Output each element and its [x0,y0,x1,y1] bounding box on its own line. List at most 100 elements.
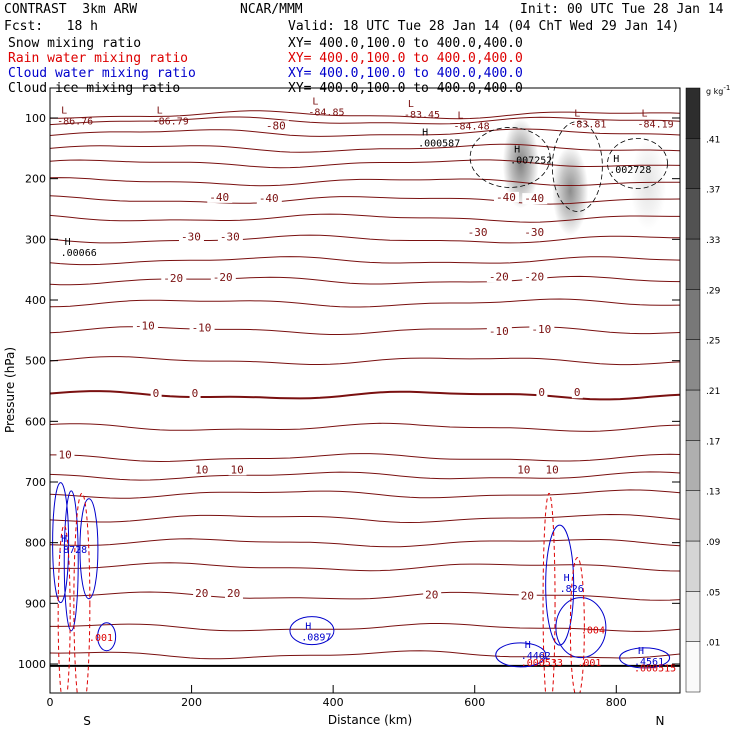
isotherm-label: -20 [524,270,544,283]
plot-frame [49,87,681,694]
colorbar-swatch [685,641,701,693]
colorbar-swatch [685,87,701,139]
isotherm-label-bg [465,227,491,239]
colorbar-swatch [685,238,701,290]
isotherm-label-bg [217,231,243,243]
isotherm-label-bg [571,387,583,399]
isotherm-line [50,513,680,524]
field-cloudwater-name: Cloud water mixing ratio [8,66,196,81]
isotherm-label: 20 [521,589,534,602]
snow-shade [630,139,667,230]
colorbar-label: .17 [706,437,720,447]
isotherm-label: -10 [531,323,551,336]
isotherm-line [50,562,680,572]
isotherm-label-bg [161,273,187,285]
isotherm-line [50,234,680,244]
x-tick-label: 200 [181,696,202,709]
isotherm-label: -80 [266,119,286,132]
init-time: Init: 00 UTC Tue 28 Jan 14 [520,2,724,17]
field-snow-name: Snow mixing ratio [8,36,142,51]
isotherm-line [50,591,680,601]
isotherm-label-bg [493,191,519,203]
colorbar-label: .01 [706,639,720,649]
y-tick-label: 1000 [18,658,46,671]
x-tick-label: 800 [606,696,627,709]
field-rain-name: Rain water mixing ratio [8,51,189,66]
isotherm-label-bg [423,589,442,601]
field-snow-xy: XY= 400.0,100.0 to 400.0,400.0 [288,36,523,51]
isotherm-label: -40 [259,192,279,205]
colorbar-label: .29 [706,286,721,296]
extremum-value: -86.76 [57,116,93,127]
colorbar-swatch [685,440,701,491]
isotherm-label: -40 [496,191,516,204]
y-tick-label: 800 [25,537,46,550]
y-tick-label: 400 [25,294,46,307]
isotherm-line [50,110,680,120]
isotherm-label: 0 [574,386,581,399]
isotherm-line [50,390,680,401]
isotherm-label-bg [536,387,548,399]
isotherm-label-bg [210,271,236,283]
extremum-mark: H [514,144,520,155]
cloud-water-contour [79,498,99,600]
rain-water-contour [73,492,91,693]
y-tick-label: 700 [25,476,46,489]
extremum-value: -84.19 [638,119,674,130]
isotherm-line [50,213,680,223]
colorbar-label: .33 [706,236,720,246]
cloud-ice-contour [469,127,551,188]
cloud-water-contour [289,616,335,646]
isotherm-label: 20 [425,588,438,601]
isotherm-label: 10 [517,463,530,476]
isotherm-line [50,128,680,137]
north-end-label: N [656,714,665,728]
isotherm-label-bg [228,464,247,476]
y-tick-label: 600 [25,415,46,428]
isotherm-line [50,195,680,205]
field-cloudwater-xy: XY= 400.0,100.0 to 400.0,400.0 [288,66,523,81]
rain-water-contour [542,492,556,693]
extremum-value: .007252 [510,155,552,166]
isotherm-label-bg [518,590,537,602]
extremum-value: .00066 [61,248,97,259]
isotherm-label-bg [515,464,534,476]
rain-water-contour [569,557,585,693]
forecast-hour: Fcst: 18 h [4,19,98,34]
extremum-mark: L [312,96,318,107]
colorbar-swatch [685,339,701,391]
isotherm-label-bg [486,271,512,283]
isotherm-label: 0 [153,387,160,400]
x-tick-label: 600 [464,696,485,709]
cloud-ice-contour [551,121,603,212]
colorbar-swatch [685,389,701,441]
extremum-mark: H [638,646,644,657]
isotherm-line [50,538,680,548]
x-tick-label: 400 [323,696,344,709]
isotherm-line [50,275,680,286]
model-title: CONTRAST 3km ARW [4,2,138,17]
snow-shade [552,145,589,236]
isotherm-line [50,422,680,432]
isotherm-label: -10 [192,321,212,334]
extremum-mark: H [525,640,531,651]
isotherm-label: 0 [192,387,199,400]
isotherm-line [50,159,680,169]
extremum-mark: L [157,105,163,116]
extremum-mark: L [61,105,67,116]
isotherm-label: -30 [524,226,544,239]
extremum-mark: H [613,154,619,165]
colorbar-label: .41 [706,135,720,145]
cloud-water-contour [63,490,79,632]
valid-time: Valid: 18 UTC Tue 28 Jan 14 (04 ChT Wed … [288,19,680,34]
isotherm-label-bg [522,271,548,283]
isotherm-label: -10 [489,325,509,338]
extremum-mark: L [408,99,414,110]
isotherm-label: -30 [220,230,240,243]
isotherm-line [50,623,680,632]
isotherm-label-bg [193,464,212,476]
isotherm-label: -10 [135,320,155,333]
isotherm-line [50,116,680,126]
isotherm-label: 10 [58,449,71,462]
y-tick-label: 900 [25,597,46,610]
